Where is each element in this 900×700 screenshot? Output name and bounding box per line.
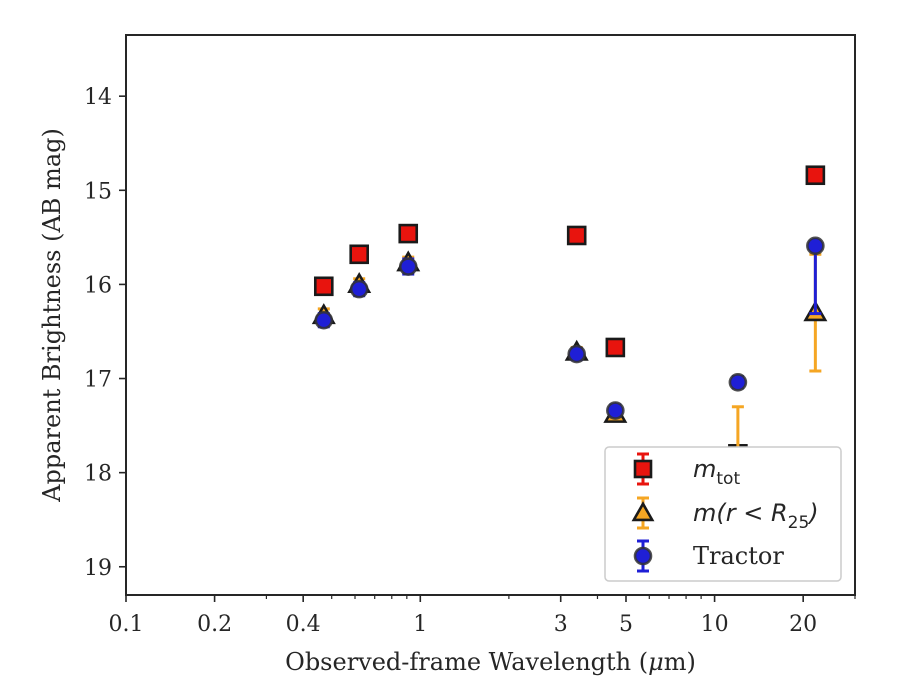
y-tick-label: 16 (84, 273, 112, 298)
plot-area (125, 34, 856, 596)
legend-label-tractor: Tractor (693, 542, 784, 570)
legend-symbols (631, 452, 655, 573)
x-tick-label: 1 (413, 612, 427, 637)
data-point (398, 223, 419, 244)
legend-box (604, 446, 842, 582)
data-point (349, 279, 369, 299)
x-axis-title: Observed-frame Wavelength (μm) (285, 648, 696, 676)
data-point (806, 236, 825, 256)
y-tick-label: 19 (84, 556, 112, 581)
x-tick-label: 10 (701, 612, 729, 637)
y-axis-title: Apparent Brightness (AB mag) (38, 128, 66, 503)
y-tick-label: 17 (84, 368, 112, 393)
axes: 0.1 0.2 0.4 1 3 5 10 20 14 15 16 17 18 19 (84, 85, 856, 637)
x-tick-label: 0.2 (197, 612, 232, 637)
y-tick-label: 15 (84, 179, 112, 204)
data-point (805, 165, 826, 186)
legend-marker (633, 546, 653, 566)
x-tick-label: 0.4 (286, 612, 321, 637)
legend: mtot m(r < R25) Tractor (604, 446, 842, 582)
x-tick-label: 20 (789, 612, 817, 637)
data-point (606, 401, 625, 420)
y-tick-label: 18 (84, 462, 112, 487)
data-point (349, 244, 369, 265)
x-tick-label: 0.1 (109, 612, 144, 637)
data-point (314, 310, 334, 330)
data-point (605, 337, 626, 358)
x-tick-label: 3 (554, 612, 568, 637)
data-point (566, 225, 587, 246)
x-tick-label: 5 (619, 612, 633, 637)
data-point (398, 257, 418, 276)
legend-label-mr25: m(r < R25) (693, 499, 819, 533)
series-tractor (314, 236, 825, 420)
legend-marker (633, 459, 653, 479)
legend-label-mtot: mtot (693, 455, 740, 489)
legend-marker (631, 501, 655, 522)
data-point (313, 276, 334, 297)
data-point (567, 344, 587, 364)
y-tick-label: 14 (84, 85, 112, 110)
series-mtot (313, 165, 826, 464)
data-point (728, 372, 748, 392)
